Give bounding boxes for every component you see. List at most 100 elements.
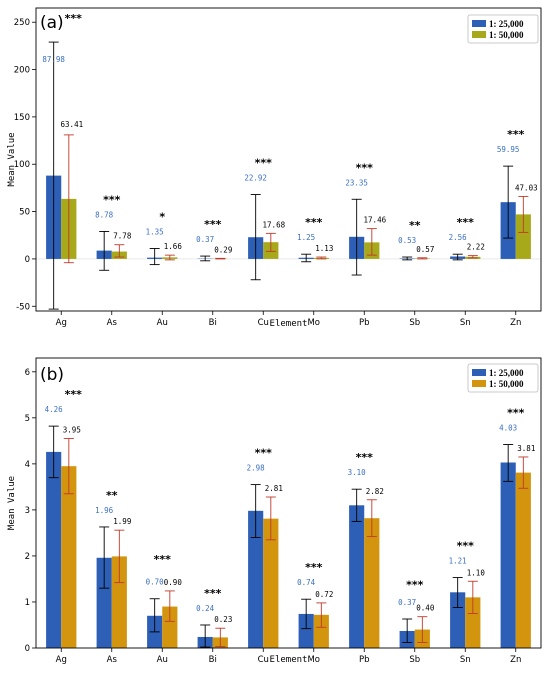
bar-au-series-2: [162, 606, 178, 648]
bar-ag-series-1: [46, 451, 62, 648]
x-axis-label: Element: [270, 655, 308, 665]
data-label-zn-series-2: 3.81: [517, 444, 535, 453]
data-label-mo-series-2: 1.13: [315, 244, 333, 253]
y-tick-label: -50: [16, 302, 30, 312]
y-tick-label: 0: [25, 255, 30, 265]
y-tick-label: 2: [25, 552, 30, 562]
data-label-sn-series-1: 2.56: [449, 233, 468, 242]
error-bar-sb-series-1: [402, 256, 413, 261]
significance-au: ***: [154, 553, 172, 566]
data-label-sb-series-1: 0.53: [398, 236, 416, 245]
error-bar-bi-series-2: [215, 627, 226, 648]
error-bar-sn-series-1: [452, 577, 463, 608]
x-tick-label-pb: Pb: [359, 655, 370, 665]
error-bar-mo-series-2: [316, 256, 327, 260]
error-bar-pb-series-2: [366, 228, 377, 256]
data-label-mo-series-1: 0.74: [297, 578, 316, 587]
error-bar-bi-series-1: [200, 255, 211, 262]
x-tick-label-sb: Sb: [409, 318, 420, 328]
error-bar-sb-series-2: [417, 616, 428, 643]
data-label-cu-series-1: 22.92: [244, 174, 267, 183]
significance-as: **: [106, 489, 118, 502]
x-tick-label-cu: Cu: [258, 655, 269, 665]
x-tick-label-cu: Cu: [258, 318, 269, 328]
significance-bi: ***: [204, 587, 222, 600]
significance-mo: ***: [305, 561, 323, 574]
data-label-pb-series-2: 2.82: [366, 487, 384, 496]
chart-panel-a: 87.98 8.78 1.35 0.37 22.92 1.25 23.35 0.53 2.56 5…: [7, 7, 542, 329]
x-tick-label-mo: Mo: [307, 318, 320, 328]
legend-swatch-series-2: [472, 31, 486, 38]
bar-mo-series-2: [313, 614, 329, 648]
error-bar-zn-series-2: [518, 195, 529, 233]
bar-sn-series-2: [465, 597, 481, 648]
error-bar-cu-series-1: [250, 484, 261, 538]
data-label-ag-series-2: 63.41: [61, 120, 84, 129]
data-label-sn-series-2: 1.10: [467, 568, 486, 577]
significance-sn: ***: [457, 216, 475, 229]
data-label-as-series-1: 8.78: [95, 210, 114, 219]
data-label-cu-series-2: 17.68: [263, 220, 286, 229]
x-tick-label-sn: Sn: [460, 655, 471, 665]
error-bar-cu-series-2: [265, 496, 276, 541]
data-label-as-series-1: 1.96: [95, 506, 114, 515]
error-bar-bi-series-1: [200, 624, 211, 648]
error-bar-sb-series-2: [417, 257, 428, 260]
significance-sb: ***: [406, 579, 424, 592]
error-bar-mo-series-1: [301, 598, 312, 630]
bar-sn-series-1: [450, 592, 466, 648]
y-tick-label: 50: [19, 208, 30, 218]
data-label-pb-series-1: 23.35: [345, 178, 368, 187]
error-bar-sn-series-2: [467, 580, 478, 614]
x-tick-label-as: As: [107, 318, 118, 328]
bar-zn-series-1: [500, 462, 516, 648]
y-tick-label: 1: [25, 598, 30, 608]
y-tick-label: 150: [14, 113, 30, 123]
data-label-ag-series-2: 3.95: [63, 426, 81, 435]
error-bar-zn-series-2: [518, 456, 529, 489]
y-axis-label: Mean Value: [7, 476, 17, 530]
data-label-pb-series-1: 3.10: [348, 468, 367, 477]
error-bar-bi-series-2: [215, 257, 226, 260]
significance-zn: ***: [507, 407, 525, 420]
x-tick-label-as: As: [107, 655, 118, 665]
significance-as: ***: [103, 193, 121, 206]
y-tick-label: 6: [25, 368, 30, 378]
significance-bi: ***: [204, 218, 222, 231]
data-label-au-series-1: 1.35: [146, 228, 164, 237]
error-bar-ag-series-1: [48, 425, 59, 479]
bar-ag-series-2: [61, 466, 77, 648]
bar-zn-series-2: [515, 472, 531, 648]
error-bar-pb-series-1: [351, 198, 362, 276]
significance-zn: ***: [507, 128, 525, 141]
x-tick-label-pb: Pb: [359, 318, 370, 328]
data-label-sn-series-2: 2.22: [467, 243, 485, 252]
significance-sb: **: [409, 219, 421, 232]
data-label-mo-series-1: 1.25: [297, 233, 315, 242]
significance-cu: ***: [255, 447, 273, 460]
panel-label: (a): [40, 13, 64, 33]
error-bar-zn-series-1: [503, 444, 514, 482]
significance-cu: ***: [255, 157, 273, 170]
data-label-sb-series-2: 0.57: [416, 245, 434, 254]
data-label-ag-series-1: 4.26: [45, 405, 64, 414]
legend-label-series-1: 1: 25,000: [489, 368, 524, 378]
error-bar-pb-series-2: [366, 499, 377, 538]
plot-frame: [35, 7, 542, 312]
x-tick-label-au: Au: [157, 318, 168, 328]
significance-pb: ***: [356, 161, 374, 174]
data-label-au-series-1: 0.70: [146, 578, 165, 587]
x-tick-label-au: Au: [157, 655, 168, 665]
data-label-cu-series-2: 2.81: [265, 484, 283, 493]
data-label-au-series-2: 0.90: [164, 578, 183, 587]
data-label-pb-series-2: 17.46: [364, 216, 387, 225]
error-bar-pb-series-1: [351, 488, 362, 522]
error-bar-cu-series-1: [250, 194, 261, 281]
significance-au: *: [159, 211, 165, 224]
data-label-as-series-2: 1.99: [113, 517, 131, 526]
error-bar-sn-series-1: [452, 253, 463, 261]
x-tick-label-bi: Bi: [209, 655, 217, 665]
significance-sn: ***: [457, 540, 475, 553]
error-bar-ag-series-1: [48, 41, 59, 310]
